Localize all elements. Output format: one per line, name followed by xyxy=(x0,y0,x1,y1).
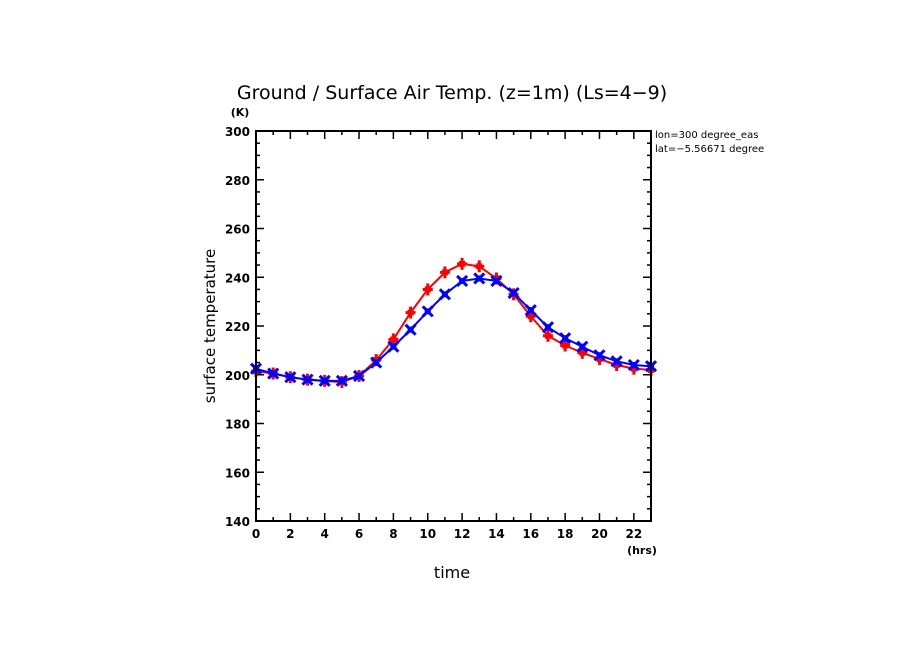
data-point xyxy=(388,333,399,346)
series-line-surface-air xyxy=(255,277,652,382)
annotation-lon: lon=300 degree_eas xyxy=(655,130,758,141)
chart-title: Ground / Surface Air Temp. (z=1m) (Ls=4−… xyxy=(237,82,667,104)
data-point xyxy=(404,323,417,336)
data-point xyxy=(474,260,485,273)
series-line-ground xyxy=(255,262,652,384)
y-tick-label: 200 xyxy=(225,369,250,383)
x-tick-label: 2 xyxy=(286,527,294,541)
data-point xyxy=(422,283,433,296)
data-point xyxy=(439,266,450,279)
series-group xyxy=(249,257,658,389)
x-tick-label: 14 xyxy=(488,527,505,541)
y-tick-label: 300 xyxy=(225,125,250,139)
data-point xyxy=(352,369,366,383)
data-point xyxy=(610,355,623,368)
data-point xyxy=(560,339,571,352)
data-point xyxy=(421,305,434,318)
y-unit-label: (K) xyxy=(231,106,250,119)
data-point xyxy=(335,374,348,387)
data-point xyxy=(542,329,553,342)
data-point xyxy=(456,274,469,287)
data-point xyxy=(524,304,537,317)
y-tick-label: 180 xyxy=(225,418,250,432)
data-point xyxy=(457,257,468,270)
y-tick-label: 160 xyxy=(225,466,250,480)
x-tick-label: 10 xyxy=(419,527,436,541)
x-tick-label: 6 xyxy=(355,527,363,541)
y-tick-label: 240 xyxy=(225,271,250,285)
data-point xyxy=(490,274,503,287)
data-point xyxy=(473,272,486,285)
data-point xyxy=(405,306,416,319)
data-point xyxy=(301,373,314,386)
data-point xyxy=(627,358,640,372)
x-axis-label: time xyxy=(434,563,470,582)
x-tick-label: 12 xyxy=(454,527,471,541)
y-tick-label: 280 xyxy=(225,174,250,188)
y-axis-label: surface temperature xyxy=(201,249,219,404)
x-tick-label: 4 xyxy=(321,527,329,541)
x-unit-label: (hrs) xyxy=(627,544,657,557)
y-tick-label: 140 xyxy=(225,515,250,529)
x-tick-label: 18 xyxy=(557,527,574,541)
y-tick-label: 220 xyxy=(225,320,250,334)
x-tick-label: 8 xyxy=(389,527,397,541)
x-tick-label: 0 xyxy=(252,527,260,541)
y-tick-label: 260 xyxy=(225,223,250,237)
annotation-lat: lat=−5.56671 degree xyxy=(655,144,764,155)
x-tick-label: 16 xyxy=(522,527,539,541)
plot-frame xyxy=(255,130,652,522)
data-point xyxy=(370,356,383,369)
x-tick-label: 20 xyxy=(591,527,608,541)
data-point xyxy=(318,374,331,387)
data-point xyxy=(541,321,555,334)
axes: 0 2 4 6 8 10 12 14 16 18 20 22 140 160 180 200 220 240 260… xyxy=(225,125,652,541)
data-point xyxy=(507,287,520,300)
data-point xyxy=(387,340,400,353)
data-point xyxy=(438,288,451,301)
data-point xyxy=(267,367,280,380)
data-point xyxy=(576,340,589,353)
x-tick-label: 22 xyxy=(625,527,642,541)
data-point xyxy=(593,349,606,362)
data-point xyxy=(559,332,572,345)
data-point xyxy=(284,371,297,384)
